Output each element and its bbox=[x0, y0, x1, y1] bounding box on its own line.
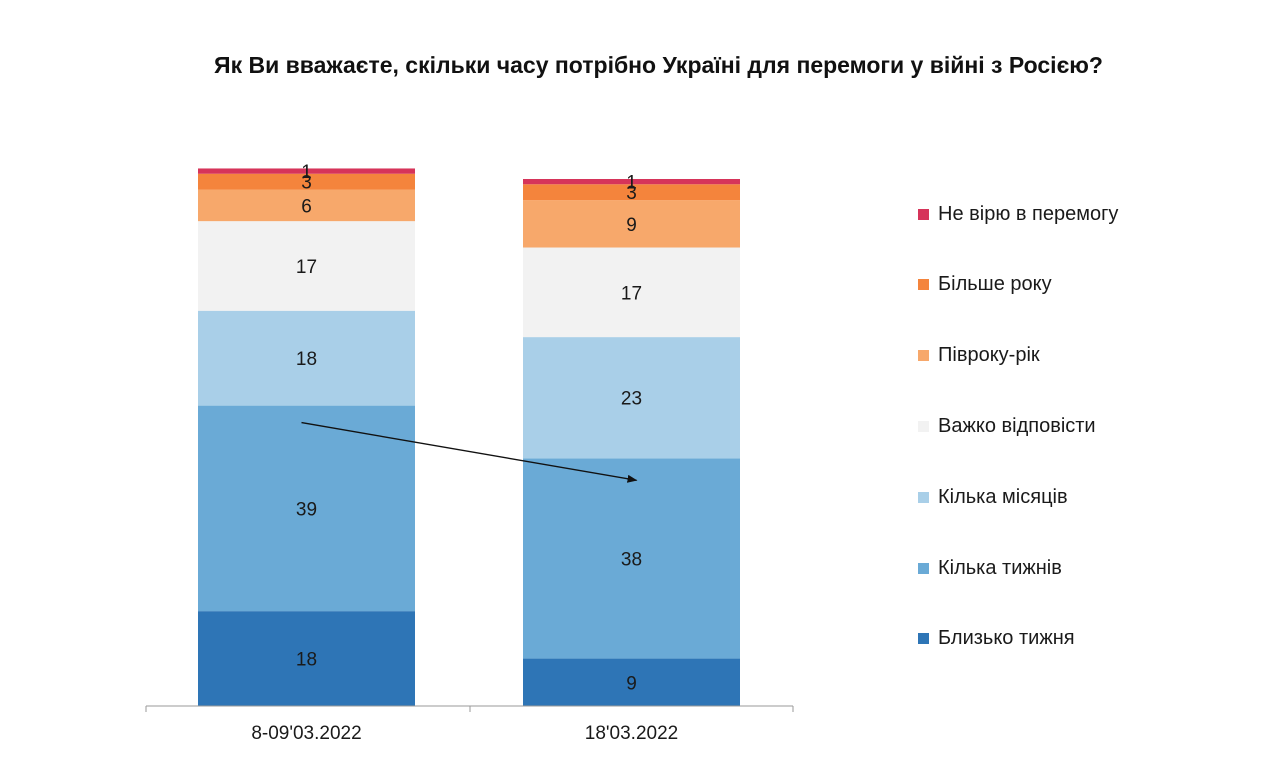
legend-swatch bbox=[918, 208, 929, 220]
x-tick-labels: 8-09'03.2022 18'03.2022 bbox=[251, 723, 678, 744]
legend-label: Не вірю в перемогу bbox=[938, 202, 1119, 225]
legend-swatch bbox=[918, 562, 929, 574]
data-label: 38 bbox=[621, 549, 642, 570]
legend-label: Більше року bbox=[938, 273, 1052, 296]
legend-label: Близько тижня bbox=[938, 627, 1075, 650]
legend-swatch bbox=[918, 279, 929, 291]
bar-segment-2-series-2 bbox=[523, 458, 740, 659]
data-label: 3 bbox=[301, 173, 312, 194]
legend-swatch bbox=[918, 491, 929, 503]
bar-segment-2-series-5 bbox=[523, 200, 740, 248]
bar-segment-1-series-7 bbox=[198, 168, 415, 174]
data-label: 17 bbox=[296, 257, 317, 278]
bar-segment-2-series-4 bbox=[523, 247, 740, 338]
data-label: 39 bbox=[296, 499, 317, 520]
x-tick-label: 8-09'03.2022 bbox=[251, 723, 361, 744]
legend-item: Кілька місяців bbox=[918, 482, 1068, 512]
data-label: 1 bbox=[626, 173, 637, 194]
legend-item: Не вірю в перемогу bbox=[918, 199, 1118, 229]
legend-item: Близько тижня bbox=[918, 624, 1075, 654]
legend-label: Кілька місяців bbox=[938, 485, 1068, 508]
data-label: 9 bbox=[626, 673, 637, 694]
data-label: 1 bbox=[301, 162, 312, 183]
legend-label: Півроку-рік bbox=[938, 344, 1040, 367]
legend-item: Кілька тижнів bbox=[918, 553, 1062, 583]
bar-segment-2-series-7 bbox=[523, 179, 740, 185]
legend-item: Більше року bbox=[918, 270, 1052, 300]
bar-segment-2-series-3 bbox=[523, 337, 740, 459]
legend-label: Важко відповісти bbox=[938, 414, 1096, 437]
bar-segment-1-series-3 bbox=[198, 310, 415, 406]
bar-segment-2-series-1 bbox=[523, 658, 740, 706]
data-label: 23 bbox=[621, 389, 642, 410]
legend-label: Кілька тижнів bbox=[938, 556, 1062, 579]
data-label: 3 bbox=[626, 183, 637, 204]
bar-segment-2-series-6 bbox=[523, 184, 740, 201]
legend-item: Важко відповісти bbox=[918, 411, 1096, 441]
data-label: 18 bbox=[296, 349, 317, 370]
legend-item: Півроку-рік bbox=[918, 341, 1040, 371]
data-label: 9 bbox=[626, 215, 637, 236]
data-label: 6 bbox=[301, 196, 312, 217]
trend-arrow bbox=[301, 421, 638, 483]
bar-segment-1-series-6 bbox=[198, 173, 415, 190]
x-tick-label: 18'03.2022 bbox=[585, 723, 678, 744]
legend-swatch bbox=[918, 420, 929, 432]
legend-swatch bbox=[918, 350, 929, 362]
legend-swatch bbox=[918, 633, 929, 645]
chart-title: Як Ви вважаєте, скільки часу потрібно Ук… bbox=[214, 52, 1103, 78]
bars-layer bbox=[198, 168, 740, 706]
data-label: 17 bbox=[621, 283, 642, 304]
bar-segment-1-series-2 bbox=[198, 405, 415, 612]
bar-segment-1-series-4 bbox=[198, 221, 415, 311]
bar-segment-1-series-5 bbox=[198, 189, 415, 222]
bar-segment-1-series-1 bbox=[198, 611, 415, 706]
data-label: 18 bbox=[296, 650, 317, 671]
